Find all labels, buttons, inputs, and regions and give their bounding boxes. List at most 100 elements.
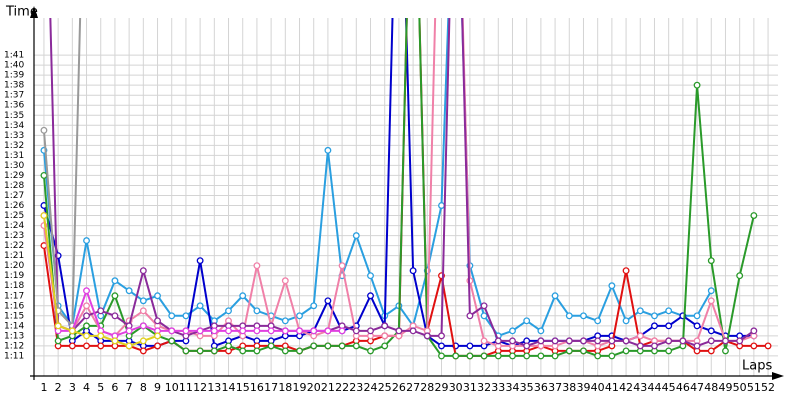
y-tick-label: 1:34 bbox=[4, 121, 24, 131]
data-point bbox=[466, 352, 474, 360]
x-tick-label: 18 bbox=[278, 381, 292, 394]
data-point bbox=[296, 347, 303, 355]
data-point bbox=[551, 292, 559, 300]
data-point bbox=[154, 332, 161, 340]
data-point bbox=[466, 312, 474, 320]
y-tick-label: 1:37 bbox=[4, 91, 24, 101]
data-point bbox=[139, 337, 147, 345]
data-point bbox=[54, 337, 62, 345]
data-point bbox=[608, 337, 616, 345]
data-point bbox=[210, 347, 218, 355]
x-tick-label: 1 bbox=[40, 381, 47, 394]
data-point bbox=[395, 327, 403, 335]
y-tick-label: 1:24 bbox=[4, 221, 24, 231]
data-point bbox=[267, 342, 275, 350]
data-point bbox=[707, 337, 715, 345]
data-point bbox=[438, 342, 445, 350]
data-point bbox=[281, 327, 289, 335]
data-point bbox=[480, 312, 488, 320]
data-point bbox=[665, 337, 673, 345]
data-point bbox=[693, 312, 701, 320]
x-tick-label: 8 bbox=[140, 381, 147, 394]
data-point bbox=[40, 126, 48, 134]
data-point bbox=[537, 337, 545, 345]
data-point bbox=[83, 342, 90, 350]
data-point bbox=[537, 327, 545, 335]
data-point bbox=[636, 307, 644, 315]
y-tick-label: 1:23 bbox=[4, 231, 24, 241]
x-tick-label: 37 bbox=[548, 381, 562, 394]
data-point bbox=[281, 317, 289, 325]
data-point bbox=[594, 337, 602, 345]
x-tick-label: 3 bbox=[69, 381, 76, 394]
data-point bbox=[693, 322, 701, 330]
data-point bbox=[338, 342, 346, 350]
data-point bbox=[736, 272, 744, 280]
x-tick-label: 27 bbox=[406, 381, 420, 394]
data-point bbox=[523, 317, 531, 325]
data-point bbox=[565, 337, 573, 345]
data-point bbox=[68, 327, 76, 335]
data-point bbox=[352, 342, 360, 350]
y-tick-label: 1:30 bbox=[4, 161, 24, 171]
y-tick-label: 1:15 bbox=[4, 311, 24, 321]
data-point bbox=[97, 307, 105, 315]
x-tick-label: 48 bbox=[704, 381, 718, 394]
x-tick-label: 33 bbox=[491, 381, 505, 394]
data-point bbox=[523, 342, 531, 350]
x-tick-label: 9 bbox=[154, 381, 161, 394]
data-point bbox=[125, 342, 133, 350]
series-line bbox=[42, 215, 343, 337]
data-point bbox=[97, 342, 105, 350]
y-tick-label: 1:21 bbox=[4, 251, 24, 261]
data-point bbox=[707, 287, 715, 295]
data-point bbox=[182, 327, 190, 335]
data-point bbox=[154, 342, 161, 350]
data-point bbox=[622, 317, 630, 325]
data-point bbox=[409, 267, 417, 275]
x-tick-label: 45 bbox=[662, 381, 676, 394]
data-point bbox=[97, 332, 105, 340]
y-tick-label: 1:18 bbox=[4, 281, 24, 291]
data-point bbox=[509, 327, 516, 335]
data-point bbox=[651, 312, 658, 320]
data-point bbox=[40, 212, 48, 219]
data-point bbox=[750, 327, 758, 335]
data-point bbox=[168, 327, 176, 335]
data-point bbox=[296, 312, 303, 320]
data-point bbox=[651, 322, 658, 330]
data-point bbox=[750, 212, 758, 219]
y-tick-label: 1:29 bbox=[4, 171, 24, 181]
data-point bbox=[111, 277, 119, 285]
y-tick-label: 1:39 bbox=[4, 71, 24, 81]
y-tick-label: 1:31 bbox=[4, 151, 24, 161]
data-point bbox=[253, 347, 261, 355]
x-tick-label: 51 bbox=[747, 381, 761, 394]
x-tick-label: 21 bbox=[321, 381, 335, 394]
data-point bbox=[324, 342, 332, 350]
data-point bbox=[324, 297, 332, 305]
y-axis-arrow bbox=[30, 6, 38, 18]
data-point bbox=[764, 342, 772, 350]
data-point bbox=[551, 352, 559, 360]
y-tick-label: 1:28 bbox=[4, 181, 24, 191]
x-tick-label: 31 bbox=[463, 381, 477, 394]
y-axis-title: Time bbox=[5, 5, 38, 20]
data-point bbox=[367, 292, 374, 300]
y-tick-label: 1:27 bbox=[4, 191, 24, 201]
data-point bbox=[707, 297, 715, 305]
data-point bbox=[139, 322, 147, 330]
x-tick-label: 7 bbox=[126, 381, 133, 394]
x-tick-label: 19 bbox=[293, 381, 307, 394]
data-point bbox=[225, 342, 232, 350]
data-point bbox=[68, 342, 76, 350]
data-point bbox=[281, 347, 289, 355]
data-point bbox=[367, 327, 374, 335]
x-tick-label: 12 bbox=[193, 381, 207, 394]
data-point bbox=[182, 312, 190, 320]
data-point bbox=[253, 262, 261, 270]
y-tick-label: 1:32 bbox=[4, 141, 24, 151]
y-tick-label: 1:14 bbox=[4, 321, 24, 331]
data-point bbox=[608, 352, 616, 360]
